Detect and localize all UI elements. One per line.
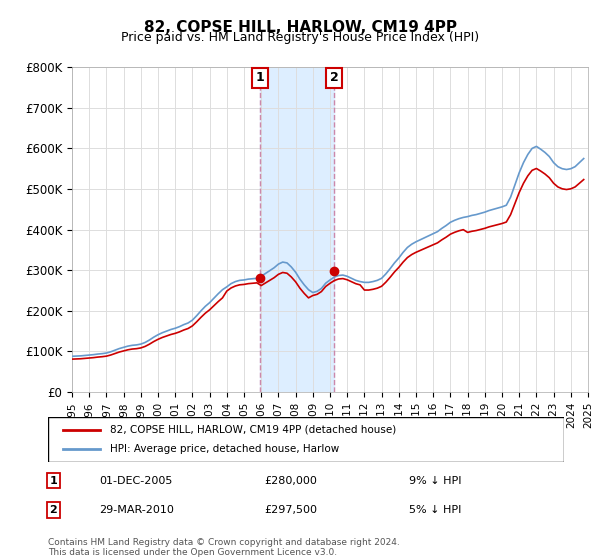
Text: 82, COPSE HILL, HARLOW, CM19 4PP (detached house): 82, COPSE HILL, HARLOW, CM19 4PP (detach… <box>110 424 396 435</box>
Text: 01-DEC-2005: 01-DEC-2005 <box>100 475 173 486</box>
Text: 2: 2 <box>49 505 57 515</box>
Text: HPI: Average price, detached house, Harlow: HPI: Average price, detached house, Harl… <box>110 445 339 455</box>
Bar <box>260 67 334 392</box>
Text: 1: 1 <box>256 71 264 84</box>
Text: Price paid vs. HM Land Registry's House Price Index (HPI): Price paid vs. HM Land Registry's House … <box>121 31 479 44</box>
Text: 9% ↓ HPI: 9% ↓ HPI <box>409 475 462 486</box>
Text: Contains HM Land Registry data © Crown copyright and database right 2024.
This d: Contains HM Land Registry data © Crown c… <box>48 538 400 557</box>
Text: 2: 2 <box>330 71 338 84</box>
Text: 82, COPSE HILL, HARLOW, CM19 4PP: 82, COPSE HILL, HARLOW, CM19 4PP <box>143 20 457 35</box>
Text: 5% ↓ HPI: 5% ↓ HPI <box>409 505 461 515</box>
Text: £280,000: £280,000 <box>265 475 317 486</box>
Text: 29-MAR-2010: 29-MAR-2010 <box>100 505 175 515</box>
FancyBboxPatch shape <box>48 417 564 462</box>
Text: £297,500: £297,500 <box>265 505 318 515</box>
Text: 1: 1 <box>49 475 57 486</box>
